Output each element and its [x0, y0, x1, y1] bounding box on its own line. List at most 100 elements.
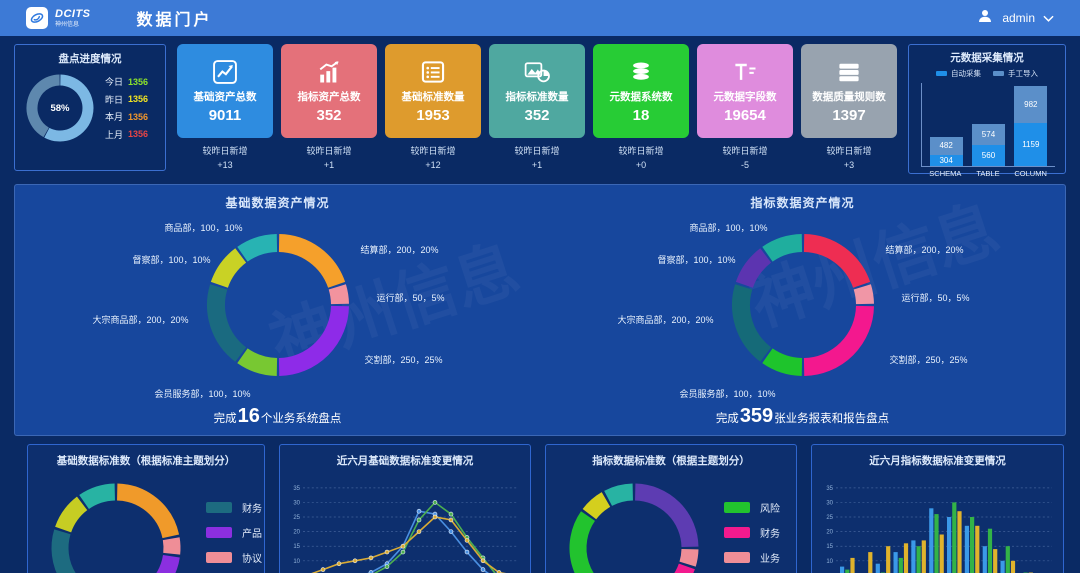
bottom-row: 基础数据标准数（根据标准主题划分） 财务产品协议资产员工 近六月基础数据标准变更…: [14, 444, 1066, 573]
kpi-card-label: 元数据字段数: [713, 91, 777, 103]
list-icon: [419, 58, 447, 86]
legend-label: 财务: [760, 529, 780, 540]
kpi-card-delta: 较昨日新增 +12: [385, 145, 481, 172]
text-field-icon: [731, 58, 759, 86]
donut-segment-label: 会员服务部，100，10%: [154, 389, 251, 399]
basic-asset-summary: 完成16个业务系统盘点: [213, 405, 342, 427]
kpi-card-delta: 较昨日新增 +1: [489, 145, 585, 172]
metadata-stacked-bar-chart: 482 304 574 560 982 1159: [921, 83, 1055, 167]
kpi-delta-value: +3: [843, 159, 855, 170]
indicator-standard-changes-title: 近六月指标数据标准变更情况: [869, 455, 1006, 467]
metadata-panel-title: 元数据采集情况: [950, 52, 1024, 64]
kpi-card-label: 元数据系统数: [609, 91, 673, 103]
indicator-asset-summary: 完成359张业务报表和报告盘点: [715, 405, 890, 427]
dcits-swirl-icon: [26, 7, 48, 29]
kpi-card-2[interactable]: 指标资产总数 352: [281, 44, 377, 138]
kpi-card-4[interactable]: 指标标准数量 352: [489, 44, 585, 138]
legend-label: 风险: [760, 504, 780, 515]
donut-segment-label: 结算部，200，20%: [885, 245, 964, 255]
user-icon: [976, 7, 994, 30]
basic-standard-topics-panel: 基础数据标准数（根据标准主题划分） 财务产品协议资产员工: [27, 444, 265, 573]
top-row: 盘点进度情况 58% 今日 1356 昨日 1356 本月 1356 上月 1356 基础资产…: [0, 36, 1080, 178]
progress-stat-value: 1356: [128, 76, 149, 87]
kpi-card-6[interactable]: 元数据字段数 19654: [697, 44, 793, 138]
kpi-card-1[interactable]: 基础资产总数 9011: [177, 44, 273, 138]
kpi-card-delta: 较昨日新增 -5: [697, 145, 793, 172]
kpi-cards-row: 基础资产总数 9011 较昨日新增 +13 指标资产总数 352 较昨日新增 +1 基础标准数量…: [177, 44, 897, 174]
metadata-bar-column: 982 1159: [1014, 86, 1048, 166]
svg-text:10: 10: [293, 559, 300, 565]
kpi-card-value: 1953: [416, 107, 450, 124]
manual-segment: 574: [971, 123, 1005, 146]
kpi-card-value: 1397: [832, 107, 866, 124]
legend-swatch: [993, 71, 1004, 76]
svg-text:15: 15: [293, 544, 300, 550]
svg-text:35: 35: [293, 486, 300, 492]
page-title: 数据门户: [136, 12, 213, 29]
legend-item: 风险: [724, 500, 780, 515]
bar-chart-arrow-icon: [315, 58, 343, 86]
kpi-card-value: 352: [316, 107, 342, 124]
progress-stat-value: 1356: [128, 111, 149, 122]
progress-stats: 今日 1356 昨日 1356 本月 1356 上月 1356: [105, 71, 159, 146]
donut-segment-label: 督察部，100，10%: [657, 255, 736, 265]
metadata-bar-schema: 482 304: [929, 136, 963, 166]
svg-text:35: 35: [826, 486, 833, 492]
kpi-delta-value: +13: [217, 159, 233, 170]
metadata-bar-table: 574 560: [971, 123, 1005, 166]
legend-label: 协议: [242, 554, 262, 565]
kpi-card-3[interactable]: 基础标准数量 1953: [385, 44, 481, 138]
legend-item: 业务: [724, 550, 780, 565]
progress-stat-row: 上月 1356: [105, 128, 159, 141]
kpi-delta-label: 较昨日新增: [514, 146, 560, 156]
kpi-card-7[interactable]: 数据质量规则数 1397: [801, 44, 897, 138]
indicator-standard-bar-chart: 3530252015105: [826, 486, 1052, 573]
basic-standard-legend: 财务产品协议资产员工: [206, 500, 262, 573]
kpi-delta-label: 较昨日新增: [722, 146, 768, 156]
auto-segment: 560: [971, 145, 1005, 166]
chevron-down-icon: [1043, 9, 1054, 27]
basic-asset-title: 基础数据资产情况: [225, 196, 330, 210]
kpi-card-col: 元数据系统数 18 较昨日新增 +0: [593, 44, 689, 174]
legend-label: 业务: [760, 554, 780, 565]
kpi-delta-label: 较昨日新增: [202, 146, 248, 156]
indicator-standard-topics-title: 指标数据标准数（根据主题划分）: [592, 455, 750, 467]
kpi-delta-label: 较昨日新增: [410, 146, 456, 156]
kpi-card-value: 352: [524, 107, 550, 124]
legend-swatch: [206, 552, 232, 563]
inventory-progress-title: 盘点进度情况: [58, 53, 122, 65]
kpi-delta-label: 较昨日新增: [826, 146, 872, 156]
basic-standard-donut-chart: [51, 483, 181, 573]
legend-swatch: [936, 71, 947, 76]
donut-segment-label: 大宗商品部，200，20%: [617, 315, 714, 325]
metadata-category-label: TABLE: [976, 169, 1000, 178]
user-menu[interactable]: admin: [976, 7, 1054, 30]
kpi-delta-value: +0: [635, 159, 647, 170]
kpi-card-label: 数据质量规则数: [812, 91, 886, 103]
donut-segment-label: 交割部，250，25%: [889, 355, 968, 365]
svg-text:30: 30: [293, 500, 300, 506]
progress-stat-row: 本月 1356: [105, 110, 159, 123]
kpi-card-value: 9011: [208, 107, 242, 124]
legend-label: 手工导入: [1008, 69, 1038, 78]
kpi-card-5[interactable]: 元数据系统数 18: [593, 44, 689, 138]
progress-percent: 58%: [50, 102, 70, 114]
svg-text:25: 25: [293, 515, 300, 521]
progress-stat-row: 今日 1356: [105, 75, 159, 88]
legend-label: 自动采集: [951, 69, 981, 78]
indicator-standard-legend: 风险财务业务运行信息: [724, 500, 780, 573]
metadata-category-label: SCHEMA: [929, 169, 962, 178]
indicator-asset-section: 指标数据资产情况 结算部，200，20% 运行部，50，5% 交割部，250，25%…: [540, 185, 1065, 435]
donut-segment-label: 结算部，200，20%: [360, 245, 439, 255]
donut-segment-label: 会员服务部，100，10%: [679, 389, 776, 399]
basic-standard-changes-panel: 近六月基础数据标准变更情况 3530252015105: [279, 444, 531, 573]
svg-text:15: 15: [826, 544, 833, 550]
kpi-card-delta: 较昨日新增 +13: [177, 145, 273, 172]
svg-text:25: 25: [826, 515, 833, 521]
kpi-delta-value: +1: [323, 159, 335, 170]
basic-asset-section: 基础数据资产情况 结算部，200，20% 运行部，50，5% 交割部，250，25%…: [15, 185, 540, 435]
kpi-delta-value: -5: [740, 159, 749, 170]
progress-stat-value: 1356: [128, 129, 149, 140]
kpi-card-label: 指标标准数量: [505, 91, 569, 103]
progress-stat-label: 昨日: [105, 94, 124, 105]
